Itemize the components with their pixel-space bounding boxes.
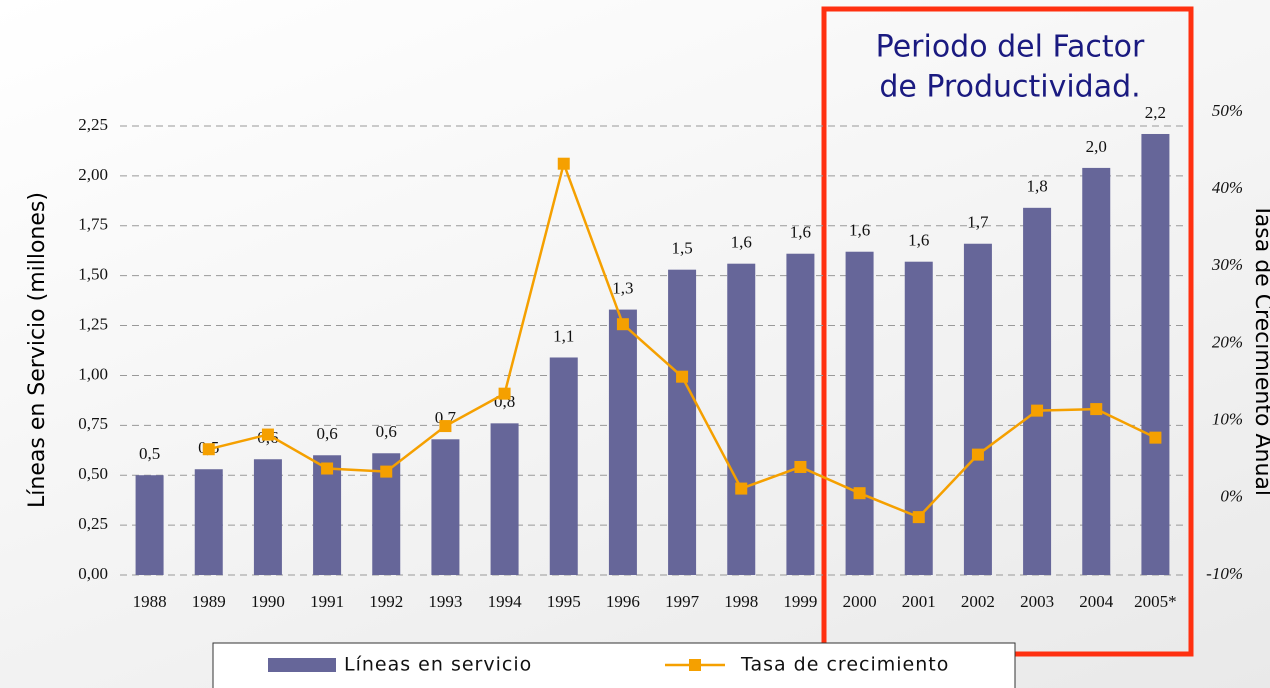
bar — [1141, 133, 1170, 575]
line-marker — [1090, 403, 1103, 416]
line-marker — [261, 428, 274, 441]
data-label: 1,6 — [790, 223, 811, 242]
line-marker — [676, 370, 689, 383]
x-tick-label: 1996 — [606, 592, 640, 611]
y-axis-label: Líneas en Servicio (millones) — [25, 192, 50, 508]
x-tick-label: 1994 — [488, 592, 523, 611]
line-marker — [1031, 404, 1044, 417]
y-tick-label: 0,75 — [78, 414, 108, 433]
line-marker — [853, 487, 866, 500]
bar — [904, 261, 933, 575]
y2-tick-label: 30% — [1211, 255, 1243, 274]
x-tick-label: 2002 — [961, 592, 995, 611]
y2-tick-label: 40% — [1212, 178, 1243, 197]
x-tick-label: 2000 — [843, 592, 877, 611]
bar — [194, 469, 223, 575]
bar — [608, 309, 637, 575]
annotation: Periodo del Factor — [876, 30, 1145, 65]
line-marker — [794, 460, 807, 473]
y2-tick-label: 0% — [1220, 487, 1243, 506]
x-tick-label: 1998 — [724, 592, 758, 611]
bar — [786, 253, 815, 575]
x-tick-label: 2003 — [1020, 592, 1054, 611]
line-marker — [616, 318, 629, 331]
bar — [313, 455, 342, 575]
line-marker — [439, 420, 452, 433]
data-label: 1,6 — [849, 221, 870, 240]
line-marker — [498, 387, 511, 400]
line-marker — [380, 465, 393, 478]
data-label: 1,1 — [553, 326, 574, 345]
data-label: 2,2 — [1145, 103, 1166, 122]
data-label: 0,6 — [376, 422, 397, 441]
legend-label: Líneas en servicio — [344, 654, 532, 676]
x-tick-label: 1992 — [369, 592, 403, 611]
line-marker — [912, 511, 925, 524]
line-marker — [735, 482, 748, 495]
legend-swatch — [268, 658, 336, 672]
data-label: 1,3 — [612, 278, 633, 297]
annotation: de Productividad. — [879, 70, 1140, 105]
x-tick-label: 1993 — [428, 592, 462, 611]
annotation-box — [821, 6, 1194, 657]
line-marker — [202, 443, 215, 456]
data-label: 1,7 — [967, 213, 989, 232]
bar — [549, 357, 578, 575]
x-tick-label: 1988 — [133, 592, 167, 611]
data-label: 2,0 — [1086, 137, 1107, 156]
y2-axis-label: Tasa de Crecimiento Anual — [1250, 203, 1270, 496]
bar — [431, 439, 460, 575]
data-label: 1,6 — [731, 233, 752, 252]
data-label: 1,6 — [908, 231, 929, 250]
x-tick-label: 2001 — [902, 592, 936, 611]
y-tick-label: 0,00 — [78, 564, 108, 583]
bar — [845, 251, 874, 575]
line-marker — [557, 157, 570, 170]
y2-tick-label: 20% — [1212, 332, 1243, 351]
x-tick-label: 2005* — [1134, 592, 1177, 611]
bar — [490, 423, 519, 575]
bar — [727, 263, 756, 575]
data-label: 1,5 — [671, 239, 692, 258]
bar — [668, 269, 697, 575]
y-tick-label: 0,25 — [78, 514, 108, 533]
legend-box — [212, 642, 1016, 688]
x-tick-label: 1997 — [665, 592, 700, 611]
x-tick-label: 2004 — [1079, 592, 1114, 611]
y-tick-label: 2,25 — [78, 115, 108, 134]
y-tick-label: 0,50 — [78, 464, 108, 483]
x-tick-label: 1999 — [783, 592, 817, 611]
legend-label: Tasa de crecimiento — [740, 654, 949, 676]
bar — [1082, 167, 1111, 575]
data-label: 0,6 — [316, 424, 337, 443]
x-tick-label: 1995 — [547, 592, 581, 611]
data-label: 1,8 — [1026, 177, 1047, 196]
bar — [1023, 207, 1052, 575]
x-tick-label: 1989 — [192, 592, 226, 611]
x-tick-label: 1991 — [310, 592, 344, 611]
y2-tick-label: 50% — [1212, 101, 1243, 120]
bar — [135, 475, 164, 575]
line-marker — [971, 448, 984, 461]
y-tick-label: 1,25 — [78, 314, 108, 333]
x-tick-label: 1990 — [251, 592, 285, 611]
y-tick-label: 1,50 — [78, 265, 108, 284]
y2-tick-label: -10% — [1206, 564, 1243, 583]
y-tick-label: 2,00 — [78, 165, 108, 184]
line-marker — [1149, 431, 1162, 444]
bar — [963, 243, 992, 575]
line-marker — [321, 462, 334, 475]
y-tick-label: 1,00 — [78, 364, 108, 383]
y2-tick-label: 10% — [1212, 410, 1243, 429]
data-label: 0,5 — [139, 444, 160, 463]
y-tick-label: 1,75 — [78, 215, 108, 234]
legend-swatch — [689, 659, 701, 671]
bar — [253, 459, 282, 575]
